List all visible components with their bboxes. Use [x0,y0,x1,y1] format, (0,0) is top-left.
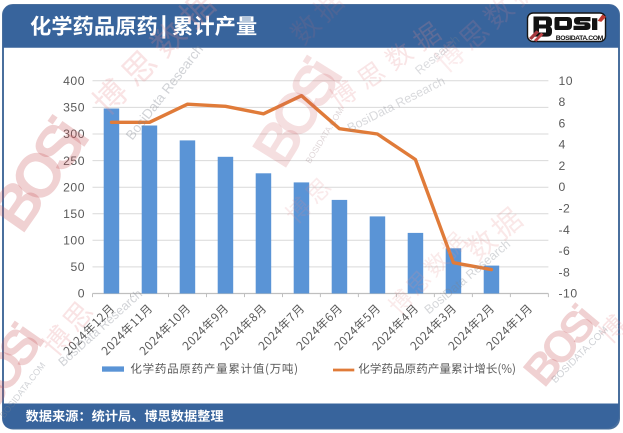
svg-text:100: 100 [63,234,85,248]
svg-text:250: 250 [63,154,85,168]
svg-text:350: 350 [63,101,85,115]
svg-text:BOSIDATA.COM: BOSIDATA.COM [556,35,604,42]
svg-text:0: 0 [78,287,85,301]
svg-text:0: 0 [559,180,566,194]
svg-text:-10: -10 [559,287,578,301]
svg-text:-4: -4 [559,223,571,237]
svg-text:8: 8 [559,95,566,109]
svg-text:-2: -2 [559,202,571,216]
svg-text:150: 150 [63,207,85,221]
svg-text:6: 6 [559,116,566,130]
svg-text:10: 10 [559,74,574,88]
svg-text:200: 200 [63,180,85,194]
svg-text:400: 400 [63,74,85,88]
svg-text:2: 2 [559,159,566,173]
svg-text:300: 300 [63,127,85,141]
svg-text:4: 4 [559,138,566,152]
svg-text:50: 50 [70,260,85,274]
svg-text:-6: -6 [559,244,571,258]
svg-text:-8: -8 [559,265,571,279]
